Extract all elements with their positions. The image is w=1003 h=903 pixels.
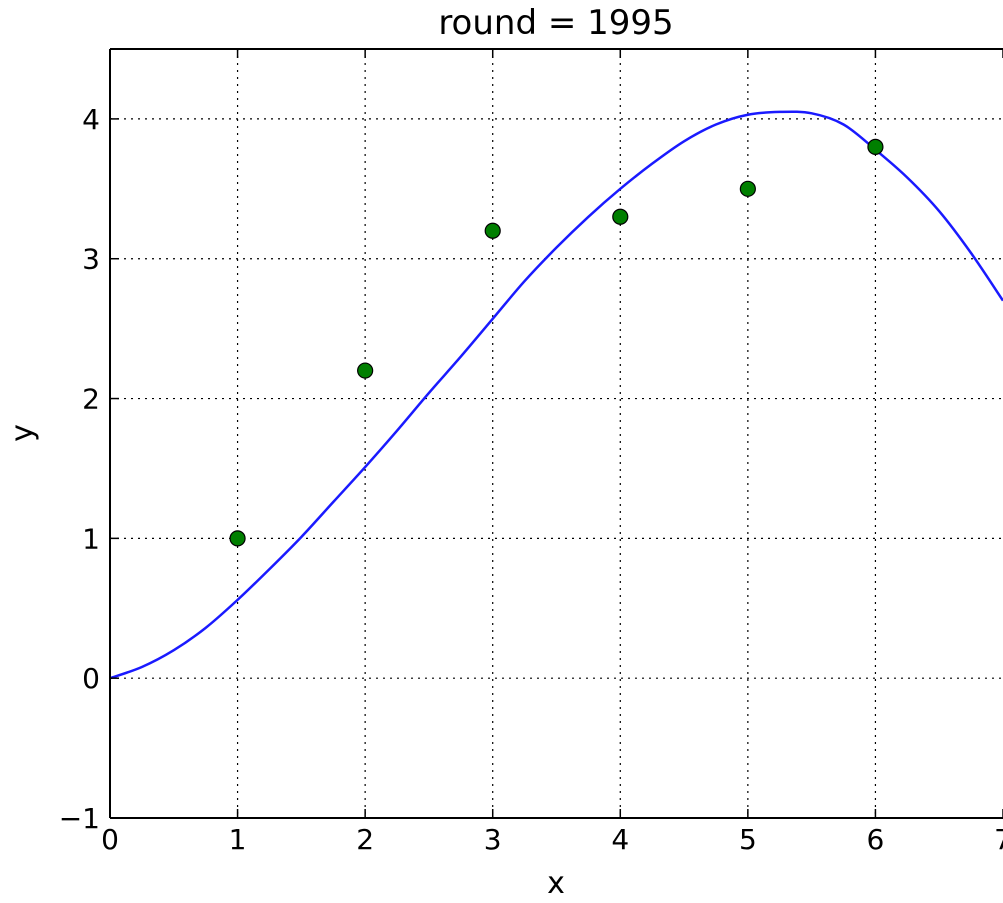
chart-title: round = 1995: [438, 3, 673, 43]
x-tick-label: 6: [867, 823, 885, 856]
x-tick-label: 0: [101, 823, 119, 856]
data-point: [612, 208, 629, 225]
x-tick-label: 3: [484, 823, 502, 856]
y-tick-label: 2: [82, 383, 100, 416]
x-axis-title: x: [547, 866, 565, 899]
x-tick-label: 2: [356, 823, 374, 856]
x-tick-label: 4: [611, 823, 629, 856]
y-axis-title: y: [5, 424, 40, 442]
data-point: [484, 222, 501, 239]
y-tick-label: 1: [82, 522, 100, 555]
data-point: [229, 530, 246, 547]
data-point: [357, 362, 374, 379]
axes: [109, 48, 1003, 819]
data-point: [739, 180, 756, 197]
fit-curve: [109, 110, 1003, 680]
data-point: [867, 138, 884, 155]
x-tick-label: 5: [739, 823, 757, 856]
grid: [110, 49, 1003, 818]
y-tick-label: 3: [82, 243, 100, 276]
point-layer: [229, 138, 884, 547]
y-tick-label: −1: [59, 802, 100, 835]
y-tick-label: 0: [82, 662, 100, 695]
curve-layer: [109, 110, 1003, 680]
y-tick-label: 4: [82, 103, 100, 136]
x-tick-label: 1: [229, 823, 247, 856]
x-tick-label: 7: [994, 823, 1003, 856]
